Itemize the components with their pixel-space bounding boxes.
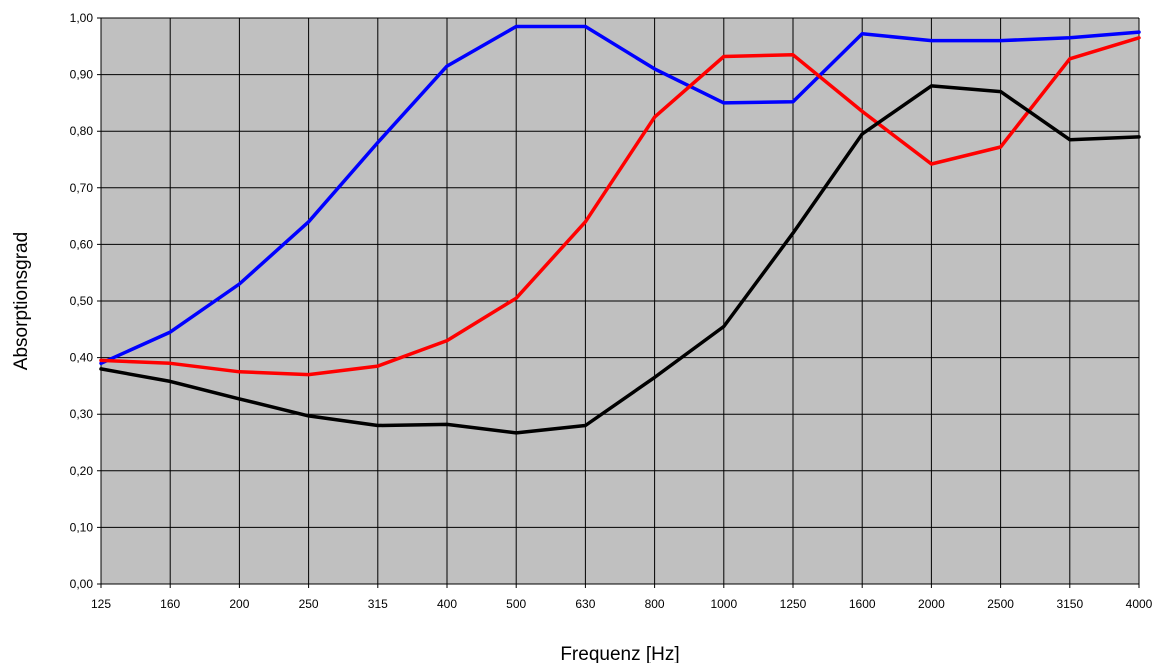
x-tick-label: 500	[506, 597, 526, 611]
x-tick-label: 400	[437, 597, 457, 611]
x-tick-label: 630	[575, 597, 595, 611]
y-tick-labels: 0,00 0,10 0,20 0,30 0,40 0,50 0,60 0,70 0,80 0,90…	[70, 11, 94, 591]
y-tick-label: 0,50	[70, 294, 94, 308]
x-tick-labels: 125 160 200 250 315 400 500 630 800 1000 1250 1600 2…	[91, 597, 1153, 611]
x-tick-label: 1600	[849, 597, 876, 611]
x-tick-label: 250	[299, 597, 319, 611]
x-axis-title: Frequenz [Hz]	[560, 644, 679, 663]
y-axis-title: Absorptionsgrad	[11, 232, 32, 370]
x-tick-label: 1000	[710, 597, 737, 611]
y-tick-label: 0,10	[70, 520, 94, 534]
x-tick-label: 3150	[1056, 597, 1083, 611]
x-tick-label: 800	[645, 597, 665, 611]
x-tick-label: 200	[229, 597, 249, 611]
y-tick-label: 0,70	[70, 181, 94, 195]
y-tick-label: 0,40	[70, 351, 94, 365]
y-tick-label: 0,30	[70, 407, 94, 421]
y-tick-label: 0,90	[70, 68, 94, 82]
grid-lines	[97, 17, 1140, 588]
x-tick-label: 125	[91, 597, 111, 611]
x-tick-label: 1250	[780, 597, 807, 611]
x-tick-label: 315	[368, 597, 388, 611]
x-tick-label: 2000	[918, 597, 945, 611]
series-line-3	[99, 84, 1141, 435]
y-tick-label: 0,60	[70, 237, 94, 251]
series-line-1	[99, 24, 1141, 366]
series-line-2	[99, 36, 1141, 377]
y-tick-label: 0,20	[70, 464, 94, 478]
x-tick-label: 4000	[1126, 597, 1153, 611]
series-lines	[99, 24, 1141, 435]
x-tick-label: 160	[160, 597, 180, 611]
x-tick-label: 2500	[987, 597, 1014, 611]
y-tick-label: 0,80	[70, 124, 94, 138]
y-tick-label: 1,00	[70, 11, 94, 25]
y-tick-label: 0,00	[70, 577, 94, 591]
